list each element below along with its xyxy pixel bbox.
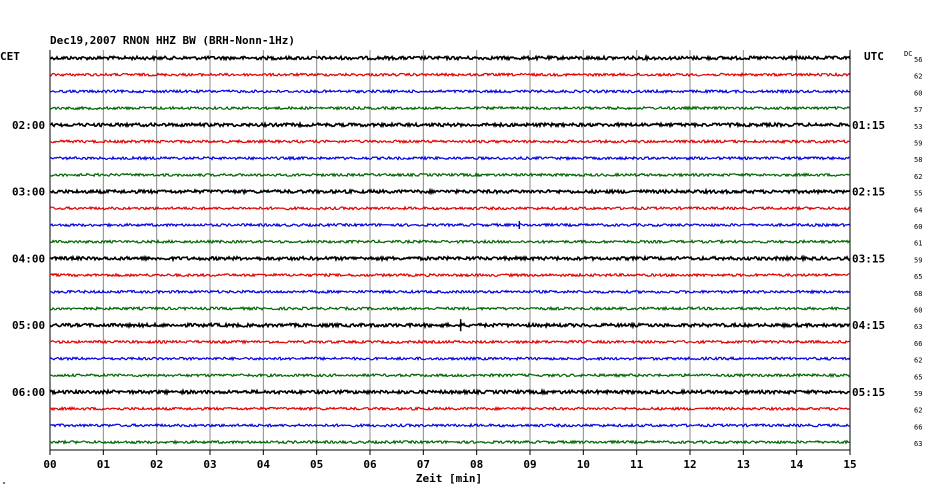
dc-value: 65 — [914, 373, 922, 381]
x-tick-label: 02 — [150, 458, 163, 471]
x-tick-label: 12 — [683, 458, 696, 471]
dc-value: 60 — [914, 223, 922, 231]
right-axis-label: UTC — [864, 50, 884, 63]
trace-row — [49, 372, 851, 379]
hour-label-utc: 01:15 — [852, 119, 885, 132]
grid — [49, 50, 851, 451]
trace-row — [49, 138, 851, 145]
dc-value: 60 — [914, 89, 922, 97]
hour-label-cet: 04:00 — [12, 252, 45, 265]
dc-value: 56 — [914, 56, 922, 64]
dc-value: 60 — [914, 307, 922, 315]
hour-label-cet: 05:00 — [12, 319, 45, 332]
hour-label-utc: 04:15 — [852, 319, 885, 332]
dc-header: DC — [904, 50, 912, 58]
trace-row — [49, 238, 851, 245]
x-tick-label: 01 — [97, 458, 111, 471]
trace-row — [49, 405, 851, 412]
dc-value: 59 — [914, 390, 922, 398]
dc-value: 63 — [914, 323, 922, 331]
x-tick-label: 15 — [843, 458, 856, 471]
dc-value: 62 — [914, 73, 922, 81]
trace-row — [49, 222, 851, 228]
dc-value: 55 — [914, 190, 922, 198]
trace-row — [49, 355, 851, 362]
x-tick-label: 07 — [417, 458, 430, 471]
dc-value: 59 — [914, 140, 922, 148]
trace-row — [49, 105, 851, 111]
x-axis-label: Zeit [min] — [416, 472, 482, 485]
trace-row — [49, 422, 851, 428]
dc-value: 68 — [914, 290, 922, 298]
trace-row — [49, 53, 851, 62]
hour-label-utc: 02:15 — [852, 186, 885, 199]
trace-row — [49, 71, 851, 78]
dc-value: 66 — [914, 340, 922, 348]
x-axis: 00 01 02 03 04 05 06 07 08 09 10 11 12 13 14 15 — [43, 450, 857, 471]
trace-row — [49, 339, 851, 345]
trace-row — [49, 88, 851, 95]
hour-label-utc: 05:15 — [852, 386, 885, 399]
trace-row — [49, 305, 851, 312]
dc-value: 59 — [914, 256, 922, 264]
x-tick-label: 06 — [363, 458, 377, 471]
hour-label-cet: 02:00 — [12, 119, 45, 132]
hour-label-utc: 03:15 — [852, 252, 885, 265]
dc-value: 62 — [914, 357, 922, 365]
x-tick-label: 14 — [790, 458, 804, 471]
x-tick-label: 08 — [470, 458, 483, 471]
dc-value: 63 — [914, 440, 922, 448]
hour-label-cet: 03:00 — [12, 186, 45, 199]
trace-row — [49, 289, 851, 295]
dc-value: 64 — [914, 206, 922, 214]
dc-values: 56 62 60 57 53 59 58 62 55 64 60 61 59 65 68 60 63 66 62 65… — [914, 56, 922, 448]
trace-row — [49, 205, 851, 212]
trace-row — [49, 172, 851, 178]
x-tick-label: 05 — [310, 458, 323, 471]
trace-row — [49, 272, 851, 278]
dc-value: 66 — [914, 423, 922, 431]
dc-value: 58 — [914, 156, 922, 164]
hour-label-cet: 06:00 — [12, 386, 45, 399]
x-tick-label: 09 — [523, 458, 536, 471]
x-tick-label: 00 — [43, 458, 56, 471]
chart-title: Dec19,2007 RNON HHZ BW (BRH-Nonn-1Hz) — [50, 34, 295, 47]
dc-value: 65 — [914, 273, 922, 281]
x-tick-label: 03 — [203, 458, 216, 471]
left-axis-label: CET — [0, 50, 20, 63]
trace-row — [49, 120, 851, 129]
trace-row — [49, 388, 851, 397]
trace-row — [49, 155, 851, 162]
x-tick-label: 10 — [577, 458, 590, 471]
x-tick-label: 13 — [737, 458, 750, 471]
x-tick-label: 04 — [257, 458, 271, 471]
x-tick-label: 11 — [630, 458, 644, 471]
footer-mark: " — [2, 481, 6, 489]
hour-labels: 02:00 03:00 04:00 05:00 06:00 01:15 02:15 03:15… — [12, 119, 885, 399]
dc-value: 62 — [914, 407, 922, 415]
trace-row — [49, 321, 851, 330]
traces — [49, 53, 851, 445]
trace-row — [49, 254, 851, 263]
trace-row — [49, 439, 851, 445]
dc-value: 57 — [914, 106, 922, 114]
dc-value: 61 — [914, 240, 922, 248]
dc-value: 62 — [914, 173, 922, 181]
dc-value: 53 — [914, 123, 922, 131]
trace-row — [49, 187, 851, 196]
